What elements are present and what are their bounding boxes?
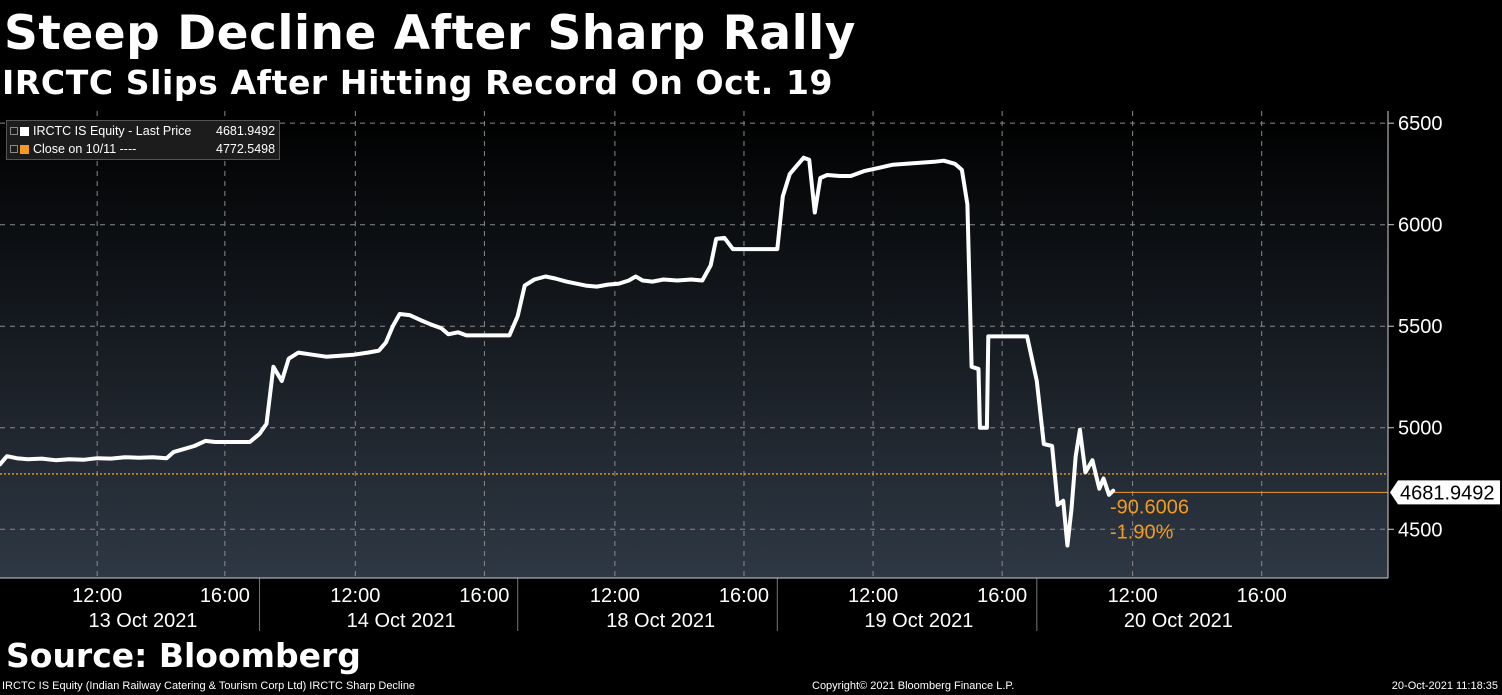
legend-label: IRCTC IS Equity - Last Price [33, 124, 192, 138]
x-day-label: 20 Oct 2021 [1124, 610, 1233, 632]
x-time-label: 16:00 [719, 585, 769, 607]
price-chart: 4500 5000 5500 6000 6500 12:00 16:00 12:00 16:00… [0, 111, 1500, 632]
legend-value: 4772.5498 [216, 142, 276, 156]
x-time-label: 16:00 [977, 585, 1027, 607]
x-day-label: 18 Oct 2021 [606, 610, 715, 632]
chart-legend: IRCTC IS Equity - Last Price 4681.9492 C… [6, 120, 281, 160]
y-tick-label: 6000 [1398, 215, 1443, 237]
source-label: Source: Bloomberg [6, 636, 361, 675]
last-value-label: 4681.9492 [1400, 482, 1495, 504]
y-tick-label: 6500 [1398, 113, 1443, 135]
grid-lines [0, 111, 1388, 578]
series-layer [0, 155, 1116, 548]
footer-description: IRCTC IS Equity (Indian Railway Catering… [2, 680, 416, 692]
price-line-series [0, 155, 1116, 548]
x-day-label: 14 Oct 2021 [347, 610, 456, 632]
change-percent-label: -1.90% [1110, 521, 1174, 543]
legend-item-close: Close on 10/11 ---- 4772.5498 [10, 140, 275, 158]
x-time-label: 12:00 [72, 585, 122, 607]
legend-label: Close on 10/11 ---- [33, 142, 137, 156]
legend-item-last-price: IRCTC IS Equity - Last Price 4681.9492 [10, 122, 275, 140]
x-time-label: 16:00 [459, 585, 509, 607]
labels-layer: 4500 5000 5500 6000 6500 12:00 16:00 12:00 16:00… [72, 113, 1500, 632]
chart-subtitle: IRCTC Slips After Hitting Record On Oct.… [2, 63, 834, 102]
x-time-label: 16:00 [1237, 585, 1287, 607]
legend-swatch-white [20, 126, 29, 136]
reference-layer [0, 473, 1388, 493]
expand-icon [10, 145, 18, 153]
legend-value: 4681.9492 [216, 124, 276, 138]
legend-swatch-orange [20, 144, 29, 154]
x-time-label: 12:00 [1108, 585, 1158, 607]
x-time-label: 16:00 [200, 585, 250, 607]
expand-icon [10, 127, 18, 135]
chart-title: Steep Decline After Sharp Rally [4, 6, 856, 61]
y-tick-label: 5500 [1398, 316, 1443, 338]
axes-layer [0, 111, 1394, 631]
x-day-label: 19 Oct 2021 [864, 610, 973, 632]
x-time-label: 12:00 [848, 585, 898, 607]
x-day-label: 13 Oct 2021 [88, 610, 197, 632]
x-time-label: 12:00 [330, 585, 380, 607]
x-time-label: 12:00 [590, 585, 640, 607]
y-tick-label: 5000 [1398, 418, 1443, 440]
last-value-badge [1390, 480, 1500, 505]
y-tick-label: 4500 [1398, 519, 1443, 541]
plot-background [0, 111, 1388, 578]
change-value-label: -90.6006 [1110, 496, 1189, 518]
footer-copyright: Copyright© 2021 Bloomberg Finance L.P. [812, 680, 1015, 692]
footer-timestamp: 20-Oct-2021 11:18:35 [1391, 680, 1498, 692]
